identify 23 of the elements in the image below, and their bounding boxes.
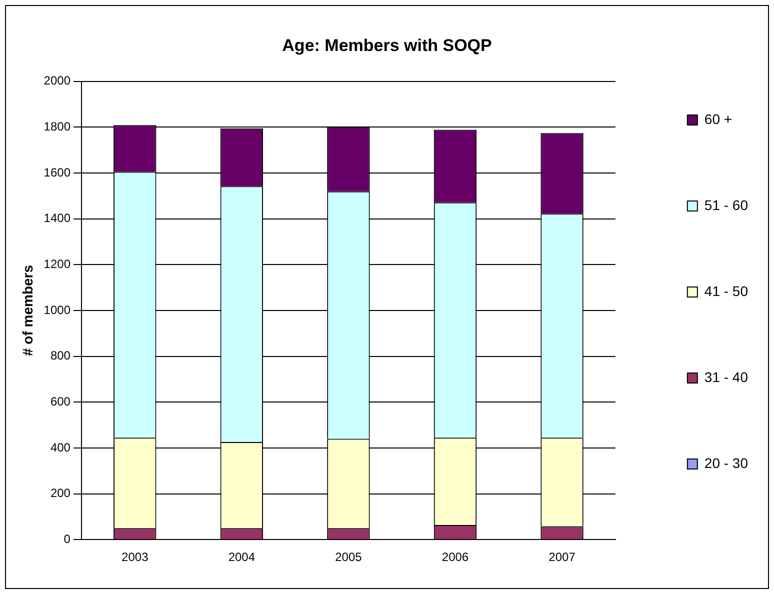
legend-label: 20 - 30 [704, 454, 748, 471]
x-tick-label: 2005 [335, 550, 362, 564]
legend-label: 51 - 60 [704, 196, 748, 213]
legend-label: 31 - 40 [704, 368, 748, 385]
chart-title: Age: Members with SOQP [282, 36, 492, 55]
y-tick-label: 1400 [44, 211, 71, 226]
y-tick-label: 1200 [44, 256, 71, 271]
legend-label: 60 + [704, 110, 732, 127]
y-tick-label: 1000 [44, 302, 71, 317]
x-tick-label: 2004 [228, 550, 256, 564]
y-tick-label: 400 [50, 440, 71, 454]
y-tick-label: 200 [50, 486, 71, 500]
y-tick-label: 0 [64, 532, 71, 546]
y-tick-label: 1600 [44, 165, 71, 180]
y-tick-label: 2000 [44, 74, 71, 88]
y-tick-label: 600 [50, 394, 71, 408]
x-tick-label: 2006 [442, 550, 469, 564]
x-tick-label: 2007 [548, 550, 576, 564]
y-tick-label: 800 [50, 348, 71, 363]
y-tick-label: 1800 [44, 120, 71, 134]
y-axis-title: # of members [19, 264, 36, 356]
x-tick-label: 2003 [122, 550, 149, 564]
legend-label: 41 - 50 [704, 282, 748, 299]
